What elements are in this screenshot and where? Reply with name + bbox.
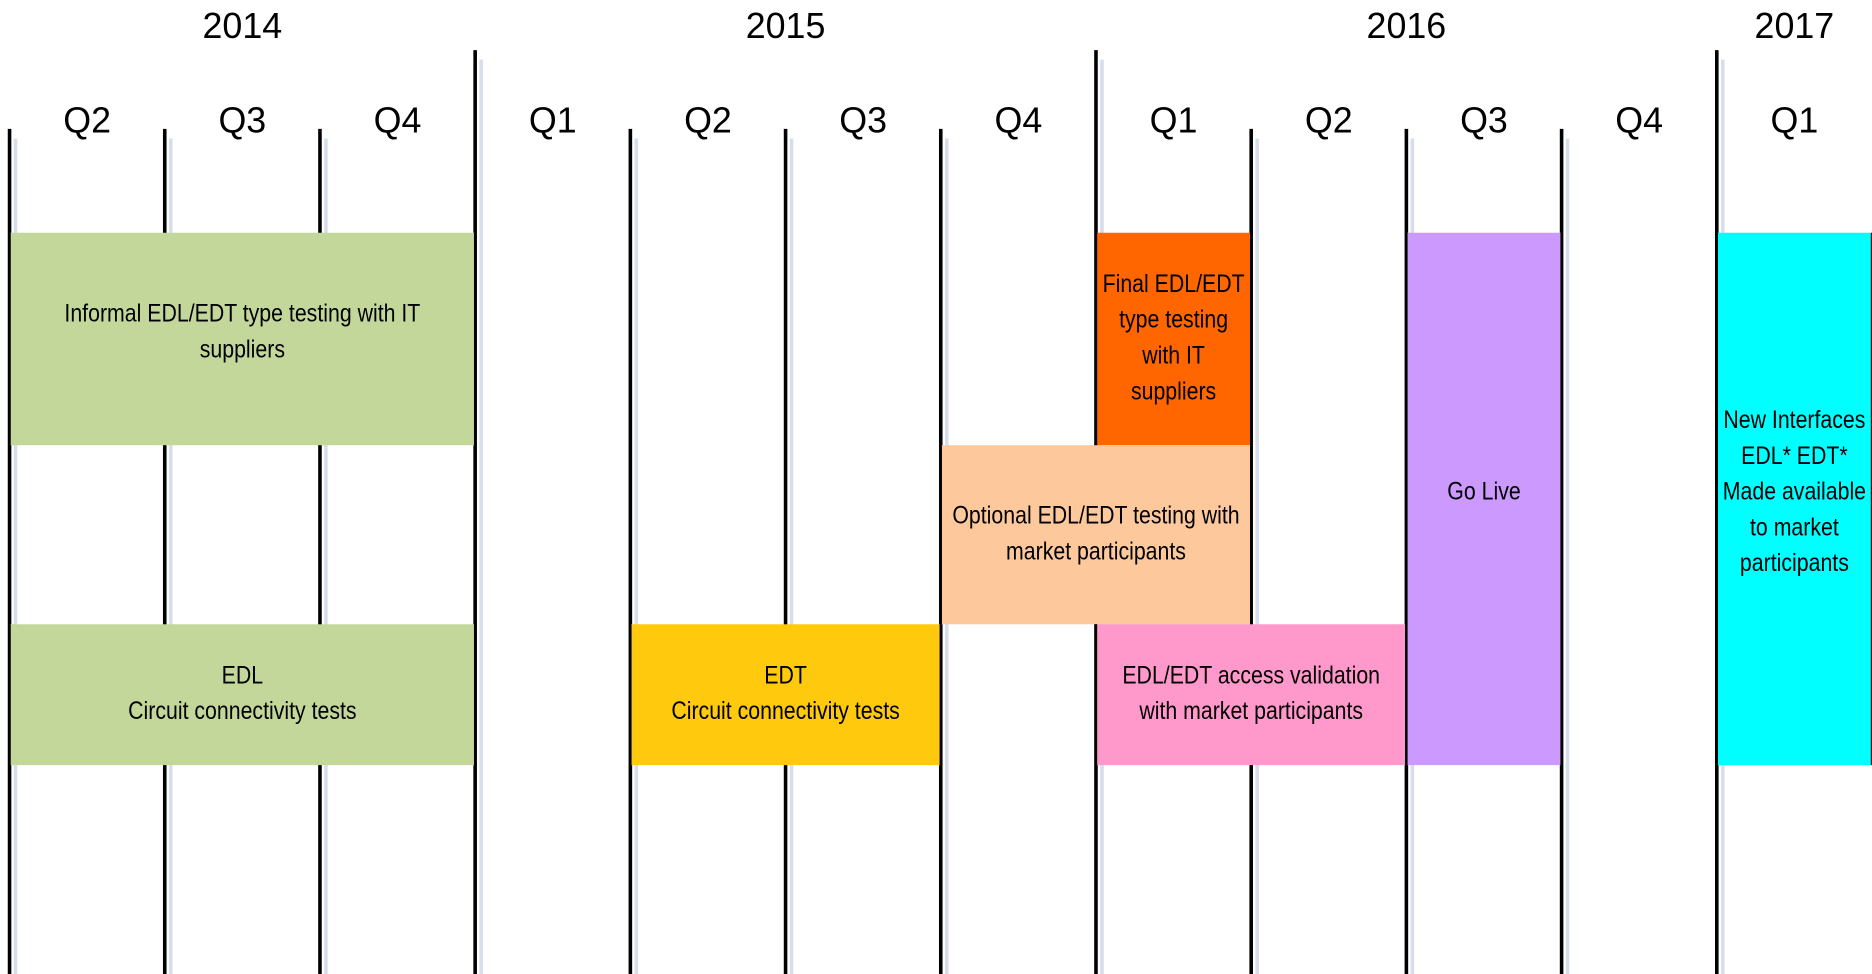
task-text: with market participants bbox=[1138, 697, 1363, 725]
task-label: EDL bbox=[222, 661, 263, 689]
task-label: market participants bbox=[1006, 537, 1186, 565]
task-text: EDL/EDT access validation bbox=[1122, 661, 1380, 689]
task-text: EDT bbox=[764, 661, 807, 689]
quarter-label: Q4 bbox=[374, 100, 422, 140]
task-text: Go Live bbox=[1447, 477, 1520, 505]
task-label: participants bbox=[1740, 549, 1849, 577]
task-text: EDL* EDT* bbox=[1741, 441, 1848, 469]
task-label: type testing bbox=[1119, 305, 1228, 333]
task-box bbox=[940, 445, 1252, 625]
quarter-label: Q4 bbox=[994, 100, 1042, 140]
task-text: suppliers bbox=[200, 335, 285, 363]
quarter-label: Q4 bbox=[1615, 100, 1663, 140]
task-box bbox=[9, 232, 476, 446]
quarter-label: Q1 bbox=[529, 100, 577, 140]
task-text: with IT bbox=[1141, 341, 1205, 369]
quarter-label: Q3 bbox=[218, 100, 266, 140]
task-label: with IT bbox=[1141, 341, 1205, 369]
quarter-label: Q2 bbox=[1305, 100, 1353, 140]
task-text: market participants bbox=[1006, 537, 1186, 565]
quarter-label: Q3 bbox=[1460, 100, 1508, 140]
year-label: 2014 bbox=[203, 6, 283, 46]
task-box bbox=[1095, 624, 1407, 766]
task-label: EDL* EDT* bbox=[1741, 441, 1848, 469]
quarter-label: Q3 bbox=[839, 100, 887, 140]
task-box bbox=[9, 624, 476, 766]
task-text: suppliers bbox=[1131, 377, 1216, 405]
quarter-label: Q2 bbox=[684, 100, 732, 140]
task-label: EDL/EDT access validation bbox=[1122, 661, 1380, 689]
task-text: participants bbox=[1740, 549, 1849, 577]
task-label: Go Live bbox=[1447, 477, 1520, 505]
quarter-label: Q1 bbox=[1150, 100, 1198, 140]
task-label: Informal EDL/EDT type testing with IT bbox=[64, 299, 420, 327]
task-label: New Interfaces bbox=[1723, 405, 1865, 433]
task-text: New Interfaces bbox=[1723, 405, 1865, 433]
task-text: Made available bbox=[1723, 477, 1866, 505]
task-label: Circuit connectivity tests bbox=[671, 697, 899, 725]
year-label: 2016 bbox=[1367, 6, 1447, 46]
task-box bbox=[1716, 232, 1872, 766]
task-label: Made available bbox=[1723, 477, 1866, 505]
task-label: Circuit connectivity tests bbox=[128, 697, 356, 725]
task-box bbox=[1095, 232, 1252, 446]
task-text: type testing bbox=[1119, 305, 1228, 333]
task-text: Optional EDL/EDT testing with bbox=[952, 501, 1239, 529]
task-text: Circuit connectivity tests bbox=[128, 697, 356, 725]
task-label: EDT bbox=[764, 661, 807, 689]
task-text: Final EDL/EDT bbox=[1103, 269, 1245, 297]
task-text: Circuit connectivity tests bbox=[671, 697, 899, 725]
task-text: Informal EDL/EDT type testing with IT bbox=[64, 299, 420, 327]
task-label: suppliers bbox=[1131, 377, 1216, 405]
task-label: to market bbox=[1750, 513, 1839, 541]
year-label: 2015 bbox=[746, 6, 826, 46]
quarter-label: Q2 bbox=[63, 100, 111, 140]
task-label: Final EDL/EDT bbox=[1103, 269, 1245, 297]
task-label: suppliers bbox=[200, 335, 285, 363]
task-text: to market bbox=[1750, 513, 1839, 541]
task-label: with market participants bbox=[1138, 697, 1363, 725]
quarter-label: Q1 bbox=[1771, 100, 1819, 140]
task-box bbox=[630, 624, 941, 766]
year-label: 2017 bbox=[1755, 6, 1835, 46]
task-text: EDL bbox=[222, 661, 263, 689]
task-box bbox=[1406, 232, 1562, 766]
task-label: Optional EDL/EDT testing with bbox=[952, 501, 1239, 529]
